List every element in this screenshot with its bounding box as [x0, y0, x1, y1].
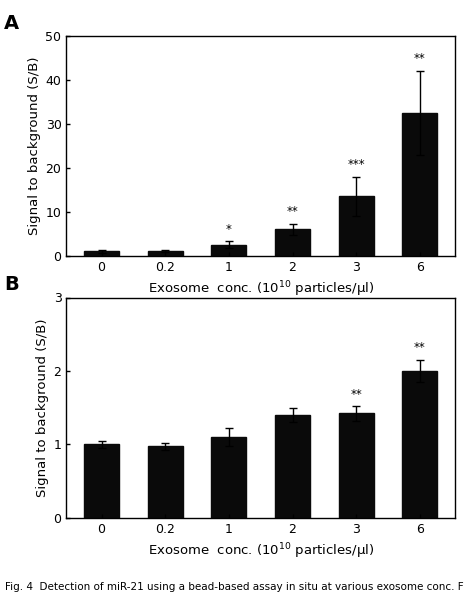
Text: Fig. 4  Detection of miR-21 using a bead-based assay in situ at various exosome : Fig. 4 Detection of miR-21 using a bead-… — [5, 582, 464, 592]
Text: **: ** — [414, 342, 426, 355]
Bar — [211, 437, 246, 518]
Bar — [84, 252, 119, 256]
X-axis label: Exosome  conc. (10$^{10}$ particles/μl): Exosome conc. (10$^{10}$ particles/μl) — [147, 541, 374, 560]
Text: *: * — [226, 223, 232, 236]
Bar — [211, 245, 246, 256]
Text: B: B — [4, 275, 19, 295]
Bar — [148, 446, 182, 518]
Bar — [84, 444, 119, 518]
Bar — [339, 414, 374, 518]
Bar — [339, 196, 374, 256]
Text: A: A — [4, 14, 19, 33]
X-axis label: Exosome  conc. (10$^{10}$ particles/μl): Exosome conc. (10$^{10}$ particles/μl) — [147, 279, 374, 299]
Y-axis label: Signal to background (S/B): Signal to background (S/B) — [28, 57, 41, 235]
Text: **: ** — [287, 205, 299, 218]
Text: ***: *** — [347, 158, 365, 171]
Bar — [402, 113, 438, 256]
Text: **: ** — [350, 387, 362, 400]
Bar — [275, 230, 310, 256]
Bar — [148, 251, 182, 256]
Y-axis label: Signal to background (S/B): Signal to background (S/B) — [36, 318, 49, 497]
Bar — [402, 371, 438, 518]
Bar — [275, 415, 310, 518]
Text: **: ** — [414, 52, 426, 65]
